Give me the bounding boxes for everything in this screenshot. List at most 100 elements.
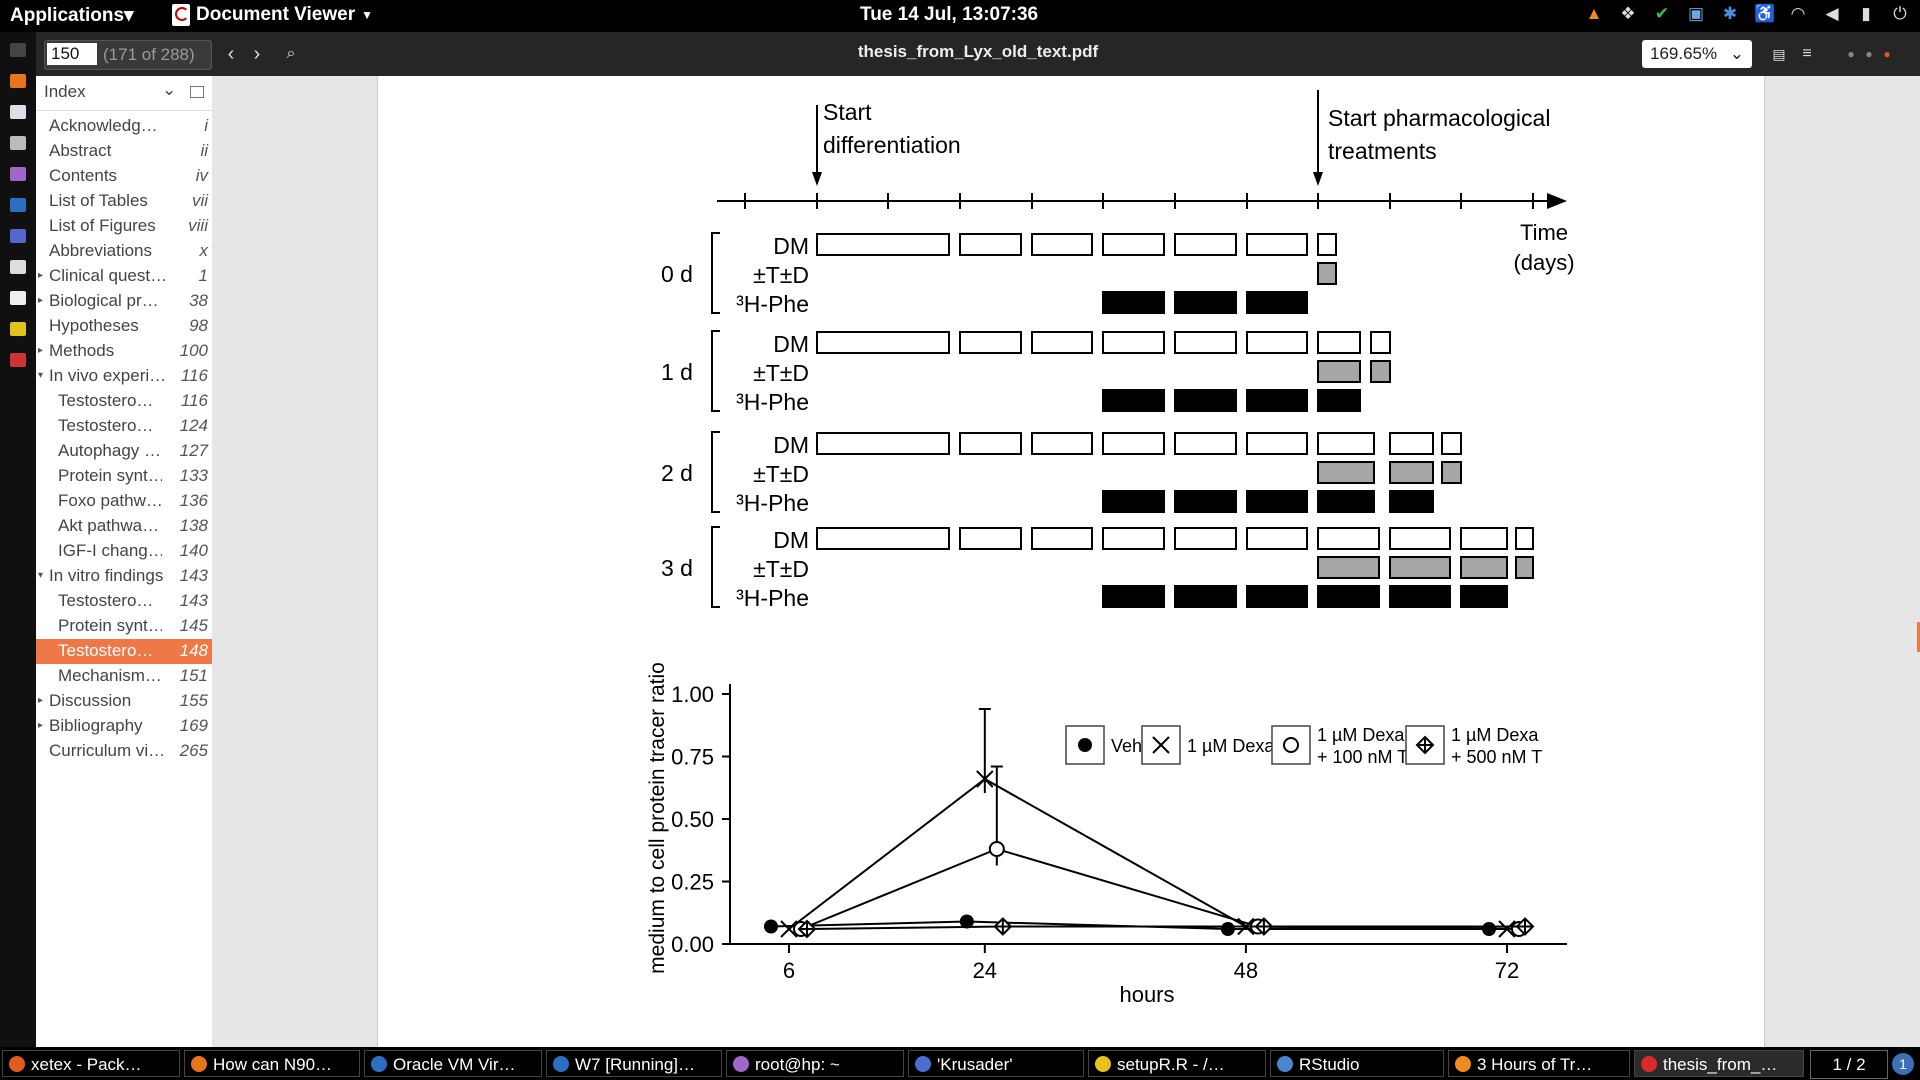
toc-item[interactable]: Autophagy … 127 bbox=[36, 439, 212, 464]
calendar-icon[interactable] bbox=[10, 229, 26, 243]
taskbar-item[interactable]: Oracle VM Vir… bbox=[364, 1050, 542, 1077]
toc-item[interactable]: ▸ Discussion 155 bbox=[36, 689, 212, 714]
toc-item[interactable]: Abstract ii bbox=[36, 139, 212, 164]
volume-icon[interactable]: ◀ bbox=[1825, 4, 1839, 23]
toc-item[interactable]: Abbreviations x bbox=[36, 239, 212, 264]
close-button[interactable]: ● bbox=[1883, 47, 1891, 61]
apps-grid-icon[interactable] bbox=[10, 43, 26, 57]
page-selector[interactable]: (171 of 288) bbox=[44, 40, 212, 70]
maximize-button[interactable]: ● bbox=[1865, 47, 1873, 61]
workspace-pager[interactable]: 1 / 2 bbox=[1810, 1050, 1888, 1079]
accessibility-icon[interactable]: ♿ bbox=[1754, 4, 1776, 23]
pdf-page[interactable]: Start differentiation Start pharmacologica… bbox=[377, 76, 1765, 1047]
thumbnail-toggle-icon[interactable] bbox=[190, 86, 204, 98]
toc-item[interactable]: Mechanism… 151 bbox=[36, 664, 212, 689]
search-icon[interactable]: ⌕ bbox=[286, 45, 296, 62]
toc-item[interactable]: IGF-I chang… 140 bbox=[36, 539, 212, 564]
taskbar-item[interactable]: setupR.R - /… bbox=[1088, 1050, 1266, 1077]
bluetooth-icon[interactable]: ✱ bbox=[1722, 4, 1738, 23]
toc-item[interactable]: ▸ Biological pr… 38 bbox=[36, 289, 212, 314]
app-icon bbox=[1641, 1056, 1657, 1072]
collapsed-arrow-icon[interactable]: ▸ bbox=[38, 295, 44, 306]
toc-item[interactable]: Testostero… 148 bbox=[36, 639, 212, 664]
toc-item[interactable]: Foxo pathw… 136 bbox=[36, 489, 212, 514]
clock[interactable]: Tue 14 Jul, 13:07:36 bbox=[860, 4, 1039, 25]
taskbar-item[interactable]: thesis_from_… bbox=[1634, 1050, 1804, 1077]
toc-item[interactable]: ▸ Methods 100 bbox=[36, 339, 212, 364]
next-page-button[interactable]: › bbox=[253, 43, 261, 65]
collapsed-arrow-icon[interactable]: ▸ bbox=[38, 345, 44, 356]
vlc-icon[interactable]: ▲ bbox=[1585, 4, 1603, 23]
toc-item[interactable]: Curriculum vi… 265 bbox=[36, 739, 212, 764]
git-icon[interactable] bbox=[10, 167, 26, 181]
taskbar-item[interactable]: 'Krusader' bbox=[908, 1050, 1084, 1077]
app-icon bbox=[553, 1056, 569, 1072]
toc-item[interactable]: Protein synt… 133 bbox=[36, 464, 212, 489]
toc-item[interactable]: List of Figures viii bbox=[36, 214, 212, 239]
dm-bar bbox=[816, 331, 950, 354]
toc-item[interactable]: ▾ In vitro findings 143 bbox=[36, 564, 212, 589]
toc-item[interactable]: Acknowledg… i bbox=[36, 114, 212, 139]
minimize-button[interactable]: ● bbox=[1847, 47, 1855, 61]
collapsed-arrow-icon[interactable]: ▸ bbox=[38, 720, 44, 731]
treatment-bar bbox=[1370, 360, 1391, 383]
toc-item[interactable]: ▸ Bibliography 169 bbox=[36, 714, 212, 739]
dropbox-icon[interactable]: ❖ bbox=[1620, 4, 1636, 23]
wifi-icon[interactable]: ◠ bbox=[1790, 4, 1806, 23]
toc-item[interactable]: Akt pathwa… 138 bbox=[36, 514, 212, 539]
toc-item[interactable]: Testostero… 116 bbox=[36, 389, 212, 414]
virtualbox-icon[interactable] bbox=[10, 198, 26, 212]
toc-item[interactable]: Hypotheses 98 bbox=[36, 314, 212, 339]
legend-label: + 100 nM T bbox=[1317, 747, 1408, 767]
taskbar-item[interactable]: W7 [Running]… bbox=[546, 1050, 722, 1077]
toc-item[interactable]: Testostero… 143 bbox=[36, 589, 212, 614]
toc-item[interactable]: Protein synt… 145 bbox=[36, 614, 212, 639]
notification-badge[interactable]: 1 bbox=[1892, 1053, 1914, 1075]
toc-item[interactable]: Testostero… 124 bbox=[36, 414, 212, 439]
terminal-icon[interactable] bbox=[10, 260, 26, 274]
expanded-arrow-icon[interactable]: ▾ bbox=[38, 570, 44, 581]
document-icon[interactable] bbox=[10, 105, 26, 119]
zoom-selector[interactable]: 169.65% ⌄ bbox=[1642, 40, 1752, 68]
hamburger-menu-icon[interactable]: ≡ bbox=[1802, 45, 1812, 62]
page-number-input[interactable] bbox=[47, 43, 97, 65]
battery-icon[interactable]: ▮ bbox=[1861, 4, 1871, 23]
collapsed-arrow-icon[interactable]: ▸ bbox=[38, 270, 44, 281]
dm-bar bbox=[1317, 432, 1375, 455]
taskbar-item[interactable]: xetex - Pack… bbox=[2, 1050, 180, 1077]
toc-item[interactable]: List of Tables vii bbox=[36, 189, 212, 214]
taskbar-item[interactable]: root@hp: ~ bbox=[726, 1050, 904, 1077]
annotate-button[interactable]: ▤ bbox=[1772, 46, 1786, 62]
files-icon[interactable] bbox=[10, 136, 26, 150]
toc-item[interactable]: Contents iv bbox=[36, 164, 212, 189]
previous-page-button[interactable]: ‹ bbox=[227, 43, 235, 65]
taskbar-item-label: root@hp: ~ bbox=[755, 1055, 840, 1074]
sidebar-header[interactable]: Index ⌄ bbox=[36, 76, 212, 111]
applications-menu[interactable]: Applications▾ bbox=[10, 4, 134, 27]
toc-item[interactable]: ▾ In vivo experi… 116 bbox=[36, 364, 212, 389]
power-icon[interactable]: ⏻ bbox=[1893, 4, 1907, 23]
toc-item-page: 133 bbox=[179, 466, 208, 485]
taskbar-item[interactable]: RStudio bbox=[1270, 1050, 1444, 1077]
chevron-down-icon[interactable]: ⌄ bbox=[162, 80, 177, 99]
update-check-icon[interactable]: ✔ bbox=[1654, 4, 1670, 23]
krusader-icon[interactable] bbox=[10, 291, 26, 305]
extra-icon[interactable] bbox=[10, 353, 26, 367]
tracer-bar bbox=[1389, 585, 1451, 608]
app-icon bbox=[371, 1056, 387, 1072]
tracer-bar bbox=[1174, 389, 1237, 412]
expanded-arrow-icon[interactable]: ▾ bbox=[38, 370, 44, 381]
screen-icon[interactable]: ▣ bbox=[1687, 4, 1705, 23]
toc-item-label: Clinical quest… bbox=[49, 266, 167, 285]
app-menu[interactable]: Document Viewer ▼ bbox=[172, 4, 373, 26]
scrollbar[interactable] bbox=[1917, 622, 1920, 652]
system-tray: ▲ ❖ ✔ ▣ ✱ ♿ ◠ ◀ ▮ ⏻ bbox=[1584, 4, 1910, 26]
toc-item[interactable]: ▸ Clinical quest… 1 bbox=[36, 264, 212, 289]
taskbar-item[interactable]: 3 Hours of Tr… bbox=[1448, 1050, 1630, 1077]
weather-icon[interactable] bbox=[10, 322, 26, 336]
tracer-bar bbox=[1174, 291, 1237, 314]
taskbar-item[interactable]: How can N90… bbox=[184, 1050, 360, 1077]
collapsed-arrow-icon[interactable]: ▸ bbox=[38, 695, 44, 706]
series-line bbox=[806, 925, 1525, 930]
firefox-icon[interactable] bbox=[10, 74, 26, 88]
